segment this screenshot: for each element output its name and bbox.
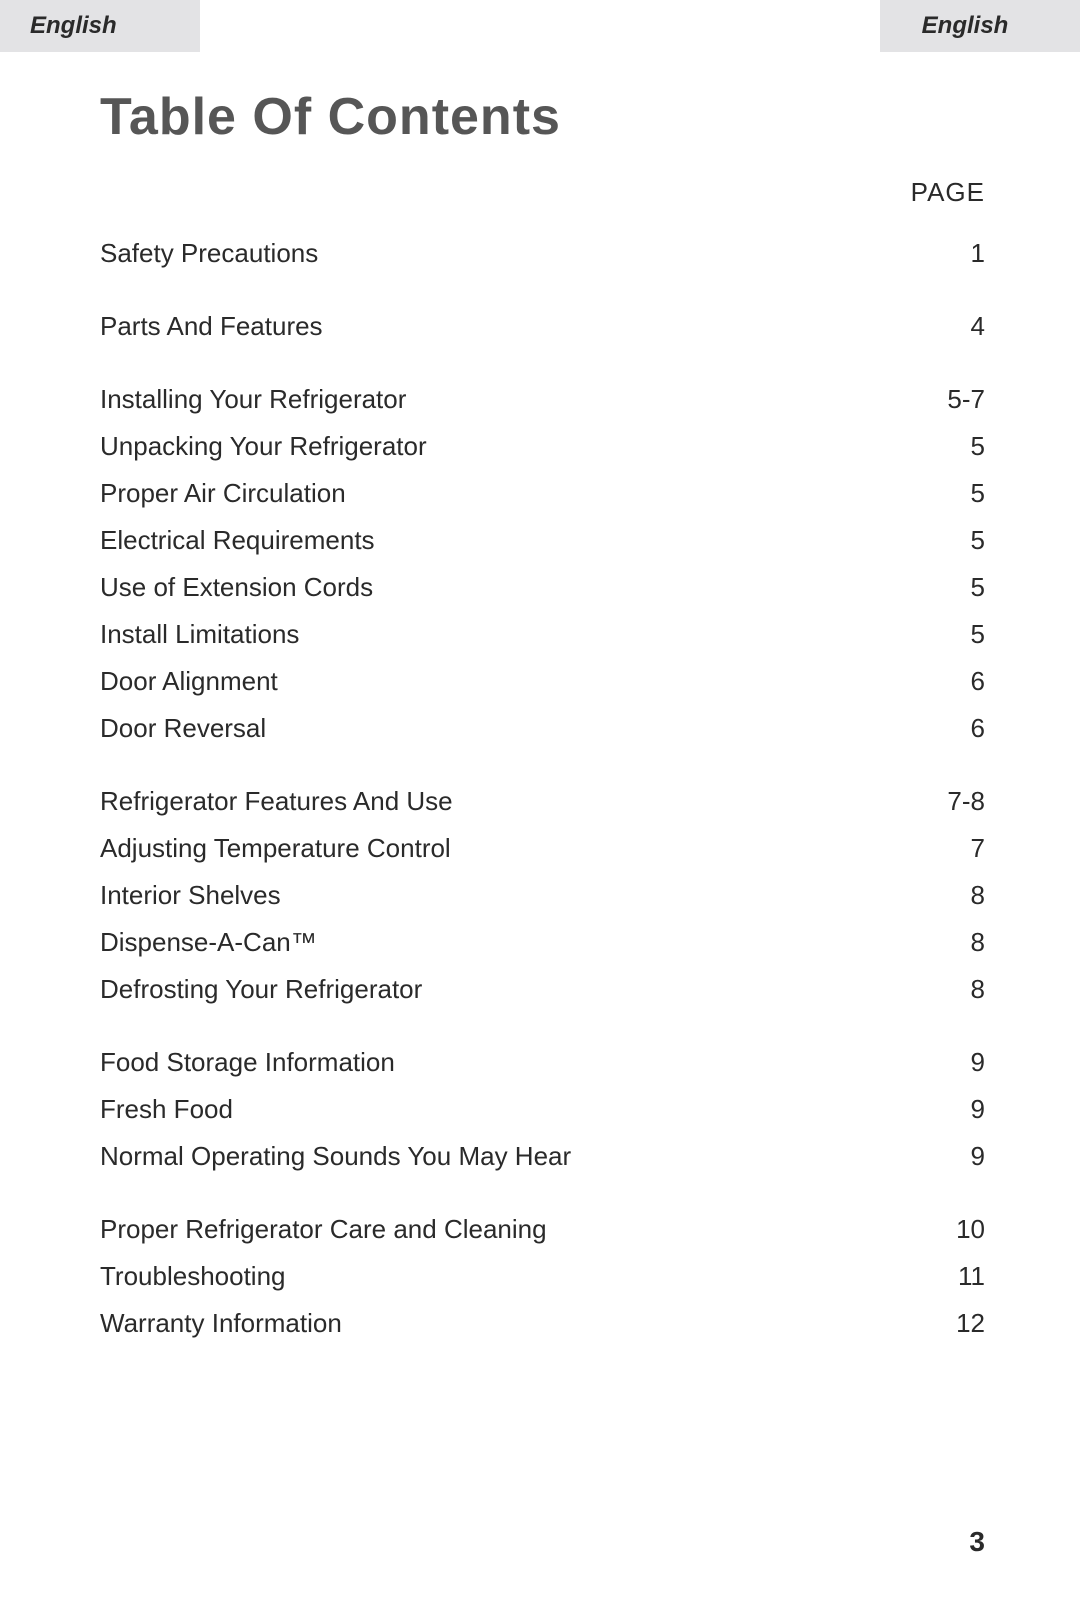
toc-item-title: Fresh Food xyxy=(100,1094,925,1125)
toc-row: Proper Air Circulation5 xyxy=(100,478,985,509)
toc-item-title: Electrical Requirements xyxy=(100,525,925,556)
toc-row: Unpacking Your Refrigerator5 xyxy=(100,431,985,462)
toc-item-title: Door Reversal xyxy=(100,713,925,744)
toc-item-page: 5 xyxy=(925,572,985,603)
toc-item-page: 9 xyxy=(925,1094,985,1125)
toc-item-page: 5 xyxy=(925,431,985,462)
toc-item-page: 5 xyxy=(925,478,985,509)
toc-row: Adjusting Temperature Control7 xyxy=(100,833,985,864)
toc-row: Dispense-A-Can™8 xyxy=(100,927,985,958)
toc-item-title: Install Limitations xyxy=(100,619,925,650)
toc-item-title: Installing Your Refrigerator xyxy=(100,384,925,415)
page-column-label: PAGE xyxy=(0,177,985,208)
toc-section: Food Storage Information9Fresh Food9Norm… xyxy=(100,1047,985,1172)
toc-item-page: 5 xyxy=(925,525,985,556)
toc-row: Use of Extension Cords5 xyxy=(100,572,985,603)
toc-row: Electrical Requirements5 xyxy=(100,525,985,556)
toc-container: Safety Precautions1 Parts And Features4 In… xyxy=(0,208,1080,1339)
tab-right-language: English xyxy=(880,0,1080,52)
toc-row: Normal Operating Sounds You May Hear9 xyxy=(100,1141,985,1172)
toc-item-title: Warranty Information xyxy=(100,1308,925,1339)
toc-item-page: 6 xyxy=(925,666,985,697)
toc-row: Fresh Food9 xyxy=(100,1094,985,1125)
toc-row: Door Alignment6 xyxy=(100,666,985,697)
toc-section: Parts And Features4 xyxy=(100,311,985,342)
toc-row: Interior Shelves8 xyxy=(100,880,985,911)
toc-section: Installing Your Refrigerator5-7Unpacking… xyxy=(100,384,985,744)
toc-item-page: 11 xyxy=(925,1261,985,1292)
toc-item-title: Refrigerator Features And Use xyxy=(100,786,925,817)
toc-row: Installing Your Refrigerator5-7 xyxy=(100,384,985,415)
toc-item-page: 4 xyxy=(925,311,985,342)
toc-item-page: 8 xyxy=(925,880,985,911)
toc-item-title: Parts And Features xyxy=(100,311,925,342)
toc-item-title: Normal Operating Sounds You May Hear xyxy=(100,1141,925,1172)
toc-item-page: 7 xyxy=(925,833,985,864)
toc-item-page: 8 xyxy=(925,974,985,1005)
toc-item-page: 7-8 xyxy=(925,786,985,817)
toc-item-title: Proper Air Circulation xyxy=(100,478,925,509)
tab-left-language: English xyxy=(0,0,200,52)
toc-item-title: Adjusting Temperature Control xyxy=(100,833,925,864)
toc-row: Safety Precautions1 xyxy=(100,238,985,269)
toc-item-title: Use of Extension Cords xyxy=(100,572,925,603)
toc-item-page: 9 xyxy=(925,1047,985,1078)
page-title: Table Of Contents xyxy=(100,87,1080,147)
toc-row: Defrosting Your Refrigerator8 xyxy=(100,974,985,1005)
toc-item-page: 5-7 xyxy=(925,384,985,415)
toc-item-title: Safety Precautions xyxy=(100,238,925,269)
toc-item-page: 8 xyxy=(925,927,985,958)
toc-item-title: Food Storage Information xyxy=(100,1047,925,1078)
toc-item-page: 10 xyxy=(925,1214,985,1245)
toc-row: Install Limitations5 xyxy=(100,619,985,650)
toc-row: Food Storage Information9 xyxy=(100,1047,985,1078)
toc-item-page: 6 xyxy=(925,713,985,744)
toc-row: Door Reversal6 xyxy=(100,713,985,744)
toc-row: Troubleshooting11 xyxy=(100,1261,985,1292)
toc-item-title: Unpacking Your Refrigerator xyxy=(100,431,925,462)
toc-item-title: Troubleshooting xyxy=(100,1261,925,1292)
toc-item-page: 5 xyxy=(925,619,985,650)
toc-item-title: Interior Shelves xyxy=(100,880,925,911)
toc-item-page: 1 xyxy=(925,238,985,269)
toc-row: Refrigerator Features And Use7-8 xyxy=(100,786,985,817)
toc-section: Refrigerator Features And Use7-8Adjustin… xyxy=(100,786,985,1005)
toc-row: Proper Refrigerator Care and Cleaning10 xyxy=(100,1214,985,1245)
toc-section: Proper Refrigerator Care and Cleaning10T… xyxy=(100,1214,985,1339)
toc-item-title: Proper Refrigerator Care and Cleaning xyxy=(100,1214,925,1245)
toc-item-title: Door Alignment xyxy=(100,666,925,697)
toc-item-title: Defrosting Your Refrigerator xyxy=(100,974,925,1005)
toc-item-page: 12 xyxy=(925,1308,985,1339)
header-tabs: English English xyxy=(0,0,1080,52)
toc-item-page: 9 xyxy=(925,1141,985,1172)
toc-row: Parts And Features4 xyxy=(100,311,985,342)
page-number: 3 xyxy=(969,1526,985,1558)
toc-item-title: Dispense-A-Can™ xyxy=(100,927,925,958)
toc-section: Safety Precautions1 xyxy=(100,238,985,269)
toc-row: Warranty Information12 xyxy=(100,1308,985,1339)
